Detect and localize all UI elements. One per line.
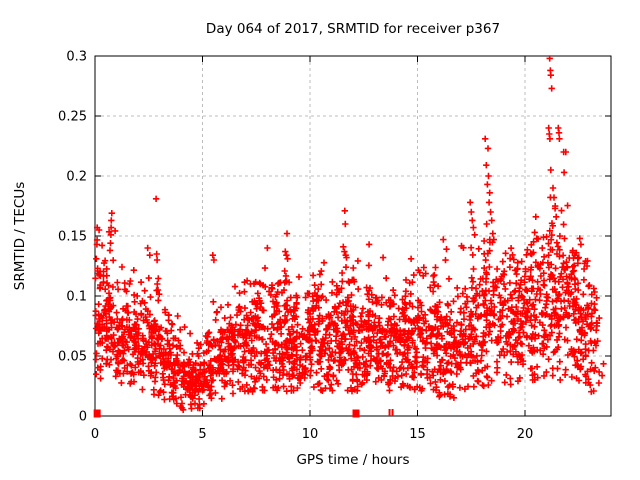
- x-tick-label: 5: [198, 427, 206, 442]
- baseline-thin-marker: [388, 409, 391, 416]
- y-tick-label: 0.15: [58, 230, 87, 245]
- y-tick-label: 0.25: [58, 110, 87, 125]
- x-tick-label: 15: [409, 427, 426, 442]
- y-tick-label: 0.2: [66, 170, 87, 185]
- grid-lines: [95, 56, 611, 416]
- baseline-square-marker: [352, 409, 360, 418]
- baseline-thin-marker: [391, 409, 394, 416]
- x-axis-label: GPS time / hours: [296, 452, 410, 468]
- chart-title: Day 064 of 2017, SRMTID for receiver p36…: [205, 21, 501, 37]
- y-tick-label: 0.05: [58, 350, 87, 365]
- data-points: [92, 55, 607, 413]
- x-tick-label: 10: [302, 427, 319, 442]
- baseline-square-marker: [93, 409, 101, 418]
- x-tick-label: 20: [517, 427, 534, 442]
- y-tick-label: 0.3: [66, 50, 87, 65]
- y-tick-label: 0: [79, 410, 87, 425]
- x-tick-label: 0: [91, 427, 99, 442]
- y-tick-label: 0.1: [66, 290, 87, 305]
